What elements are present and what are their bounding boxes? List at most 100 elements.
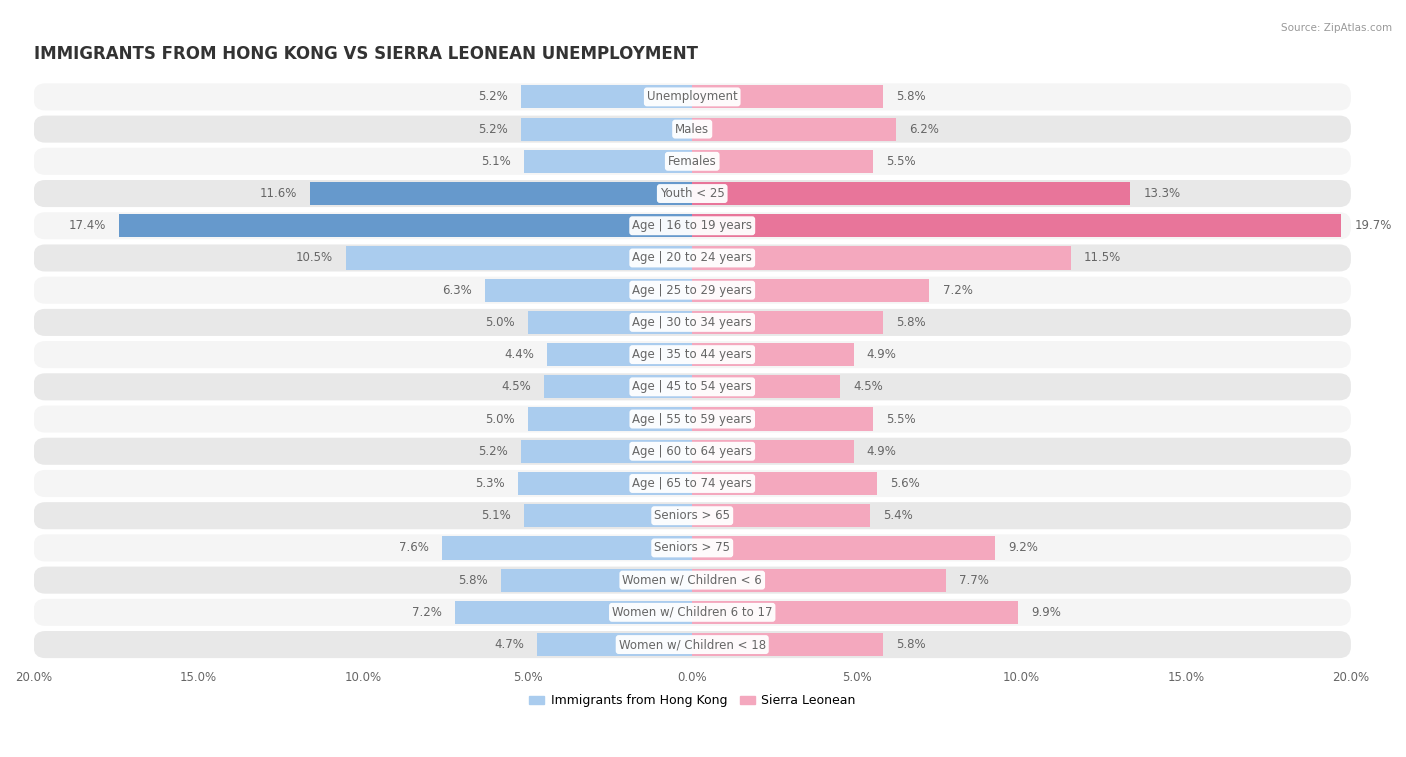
Bar [692,472,877,495]
Bar [692,601,1018,624]
Text: 5.2%: 5.2% [478,123,508,136]
FancyBboxPatch shape [34,470,1351,497]
Text: Age | 35 to 44 years: Age | 35 to 44 years [633,348,752,361]
Text: 9.2%: 9.2% [1008,541,1038,554]
Text: 4.7%: 4.7% [495,638,524,651]
Text: 4.9%: 4.9% [866,445,897,458]
Text: Males: Males [675,123,709,136]
FancyBboxPatch shape [34,373,1351,400]
Text: 17.4%: 17.4% [69,220,105,232]
FancyBboxPatch shape [34,212,1351,239]
Bar [692,150,873,173]
Text: 5.8%: 5.8% [458,574,488,587]
Text: 5.3%: 5.3% [475,477,505,490]
Text: 5.0%: 5.0% [485,413,515,425]
FancyBboxPatch shape [34,406,1351,432]
Bar [692,86,883,108]
Text: Age | 25 to 29 years: Age | 25 to 29 years [633,284,752,297]
Text: Women w/ Children < 6: Women w/ Children < 6 [623,574,762,587]
FancyBboxPatch shape [34,534,1351,562]
FancyBboxPatch shape [34,83,1351,111]
Bar [456,601,692,624]
Text: 4.5%: 4.5% [853,380,883,394]
Text: IMMIGRANTS FROM HONG KONG VS SIERRA LEONEAN UNEMPLOYMENT: IMMIGRANTS FROM HONG KONG VS SIERRA LEON… [34,45,697,64]
Text: Women w/ Children 6 to 17: Women w/ Children 6 to 17 [612,606,772,619]
Text: 5.0%: 5.0% [485,316,515,329]
Bar [346,246,692,269]
Bar [522,440,692,463]
Bar [120,214,692,238]
Bar [692,311,883,334]
Text: 7.2%: 7.2% [942,284,973,297]
Bar [544,375,692,398]
Text: Source: ZipAtlas.com: Source: ZipAtlas.com [1281,23,1392,33]
Text: 6.2%: 6.2% [910,123,939,136]
FancyBboxPatch shape [34,180,1351,207]
Bar [692,536,995,559]
Text: 11.6%: 11.6% [260,187,297,200]
Text: 5.5%: 5.5% [887,413,917,425]
Bar [692,343,853,366]
FancyBboxPatch shape [34,148,1351,175]
Text: 5.5%: 5.5% [887,155,917,168]
Bar [537,633,692,656]
Text: 9.9%: 9.9% [1032,606,1062,619]
FancyBboxPatch shape [34,438,1351,465]
FancyBboxPatch shape [34,566,1351,593]
FancyBboxPatch shape [34,116,1351,142]
Bar [485,279,692,302]
Bar [501,569,692,592]
Bar [311,182,692,205]
Text: 13.3%: 13.3% [1143,187,1181,200]
Text: 5.6%: 5.6% [890,477,920,490]
Bar [692,214,1341,238]
Text: Seniors > 65: Seniors > 65 [654,509,730,522]
Bar [692,182,1130,205]
Text: 5.2%: 5.2% [478,445,508,458]
Bar [524,150,692,173]
Text: 5.8%: 5.8% [897,638,927,651]
Text: Females: Females [668,155,717,168]
Text: 5.8%: 5.8% [897,316,927,329]
Text: 5.4%: 5.4% [883,509,912,522]
FancyBboxPatch shape [34,631,1351,658]
Bar [547,343,692,366]
Text: 5.1%: 5.1% [481,509,512,522]
Legend: Immigrants from Hong Kong, Sierra Leonean: Immigrants from Hong Kong, Sierra Leonea… [524,690,860,712]
Bar [692,117,897,141]
FancyBboxPatch shape [34,599,1351,626]
Bar [517,472,692,495]
Text: Age | 55 to 59 years: Age | 55 to 59 years [633,413,752,425]
Text: Age | 60 to 64 years: Age | 60 to 64 years [633,445,752,458]
Bar [527,407,692,431]
Bar [527,311,692,334]
Text: 4.5%: 4.5% [501,380,531,394]
Bar [522,86,692,108]
FancyBboxPatch shape [34,341,1351,368]
Bar [441,536,692,559]
Bar [692,246,1071,269]
FancyBboxPatch shape [34,245,1351,272]
FancyBboxPatch shape [34,276,1351,304]
Bar [524,504,692,528]
FancyBboxPatch shape [34,309,1351,336]
Bar [522,117,692,141]
Text: Age | 20 to 24 years: Age | 20 to 24 years [633,251,752,264]
Text: 5.8%: 5.8% [897,90,927,104]
Text: 7.2%: 7.2% [412,606,441,619]
Text: 4.9%: 4.9% [866,348,897,361]
Text: 19.7%: 19.7% [1354,220,1392,232]
Bar [692,440,853,463]
Bar [692,633,883,656]
Text: Unemployment: Unemployment [647,90,738,104]
Text: 7.6%: 7.6% [399,541,429,554]
Text: 10.5%: 10.5% [297,251,333,264]
Text: Age | 45 to 54 years: Age | 45 to 54 years [633,380,752,394]
Bar [692,569,946,592]
Text: 7.7%: 7.7% [959,574,988,587]
Bar [692,375,841,398]
Text: 5.2%: 5.2% [478,90,508,104]
Bar [692,407,873,431]
Text: 6.3%: 6.3% [441,284,471,297]
Text: Seniors > 75: Seniors > 75 [654,541,730,554]
